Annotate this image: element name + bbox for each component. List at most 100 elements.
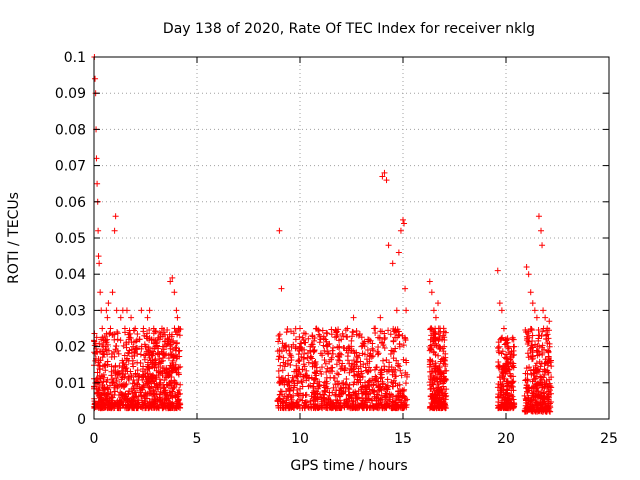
data-point xyxy=(134,331,141,338)
data-point xyxy=(390,338,397,345)
data-point xyxy=(442,329,449,336)
data-point xyxy=(362,386,369,393)
data-point xyxy=(500,375,507,382)
data-point xyxy=(539,381,546,388)
data-point xyxy=(543,327,550,334)
data-point xyxy=(126,334,133,341)
data-point xyxy=(324,396,331,403)
data-point xyxy=(142,389,149,396)
data-point xyxy=(542,314,549,321)
data-point xyxy=(125,403,132,410)
data-point xyxy=(99,342,106,349)
data-point xyxy=(403,359,410,366)
data-point xyxy=(302,372,309,379)
data-point xyxy=(375,400,382,407)
data-point xyxy=(336,387,343,394)
data-point xyxy=(392,334,399,341)
data-point xyxy=(321,357,328,364)
data-point xyxy=(143,395,150,402)
data-point xyxy=(283,329,290,336)
data-point xyxy=(505,349,512,356)
data-point xyxy=(150,350,157,357)
data-point xyxy=(440,386,447,393)
data-point xyxy=(156,351,163,358)
data-point xyxy=(542,403,549,410)
data-point xyxy=(129,353,136,360)
data-point xyxy=(394,382,401,389)
data-point xyxy=(503,340,510,347)
data-point xyxy=(404,371,411,378)
data-point xyxy=(359,342,366,349)
data-point xyxy=(168,392,175,399)
data-point xyxy=(295,401,302,408)
data-point xyxy=(432,351,439,358)
data-point xyxy=(172,365,179,372)
data-point xyxy=(536,407,543,414)
data-point xyxy=(531,401,538,408)
data-point xyxy=(140,381,147,388)
data-point xyxy=(543,332,550,339)
data-point xyxy=(503,361,510,368)
data-point xyxy=(353,394,360,401)
data-point xyxy=(103,307,110,314)
data-point xyxy=(154,403,161,410)
data-point xyxy=(366,364,373,371)
data-point xyxy=(378,367,385,374)
data-point xyxy=(332,334,339,341)
data-point xyxy=(350,314,357,321)
data-point xyxy=(539,350,546,357)
data-point xyxy=(528,342,535,349)
data-point xyxy=(169,388,176,395)
y-tick-label: 0.02 xyxy=(55,340,86,356)
data-point xyxy=(169,359,176,366)
data-point xyxy=(124,396,131,403)
data-point xyxy=(123,356,130,363)
data-point xyxy=(142,369,149,376)
data-point xyxy=(108,353,115,360)
data-point xyxy=(385,327,392,334)
data-point xyxy=(347,365,354,372)
data-point xyxy=(538,227,545,234)
x-axis-ticks: 0 5 10 15 20 25 xyxy=(90,57,618,447)
data-point xyxy=(134,367,141,374)
data-point xyxy=(111,336,118,343)
data-point xyxy=(396,343,403,350)
data-point xyxy=(152,356,159,363)
data-point xyxy=(112,213,119,220)
y-axis-label: ROTI / TECUs xyxy=(6,192,22,284)
data-point xyxy=(388,347,395,354)
data-point xyxy=(119,374,126,381)
data-point xyxy=(323,369,330,376)
data-point xyxy=(296,333,303,340)
data-point xyxy=(129,404,136,411)
data-point xyxy=(177,363,184,370)
data-point xyxy=(426,358,433,365)
data-point xyxy=(339,402,346,409)
data-point xyxy=(532,375,539,382)
data-point xyxy=(138,397,145,404)
data-point xyxy=(326,400,333,407)
data-point xyxy=(384,376,391,383)
data-point xyxy=(543,378,550,385)
data-point xyxy=(325,350,332,357)
data-point xyxy=(539,242,546,249)
data-point xyxy=(541,371,548,378)
data-point xyxy=(333,361,340,368)
data-point xyxy=(140,392,147,399)
data-point xyxy=(379,357,386,364)
data-point xyxy=(138,404,145,411)
data-point xyxy=(108,372,115,379)
y-tick-label: 0 xyxy=(77,412,86,428)
data-point xyxy=(174,331,181,338)
data-point xyxy=(156,329,163,336)
data-point xyxy=(175,364,182,371)
data-point xyxy=(510,360,517,367)
data-point xyxy=(369,345,376,352)
data-point xyxy=(103,399,110,406)
data-point xyxy=(388,379,395,386)
data-point xyxy=(99,382,106,389)
data-point xyxy=(496,374,503,381)
data-point xyxy=(500,325,507,332)
data-point xyxy=(310,348,317,355)
data-point xyxy=(109,379,116,386)
